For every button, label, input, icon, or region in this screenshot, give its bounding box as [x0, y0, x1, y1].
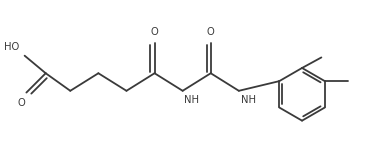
Text: O: O	[207, 27, 215, 37]
Text: NH: NH	[184, 95, 200, 105]
Text: O: O	[151, 27, 158, 37]
Text: HO: HO	[4, 42, 19, 52]
Text: O: O	[17, 98, 25, 108]
Text: NH: NH	[241, 95, 256, 105]
